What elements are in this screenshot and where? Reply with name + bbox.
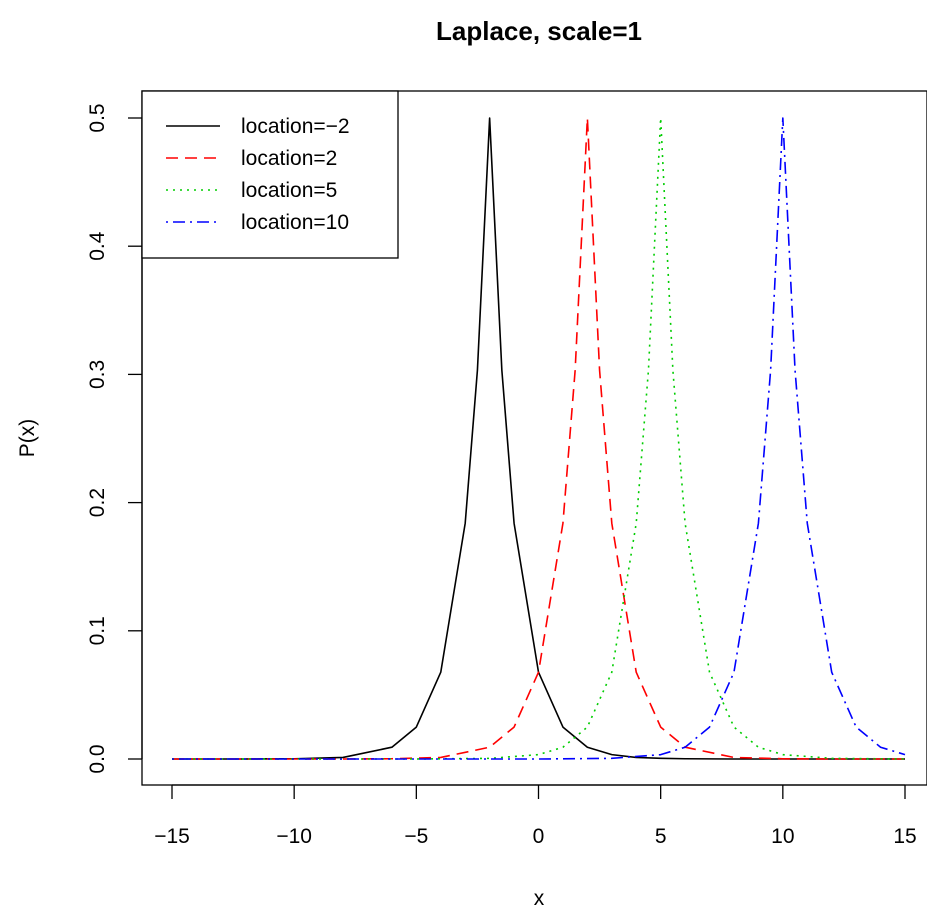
series-line-3: [172, 117, 906, 760]
y-tick-label: 0.4: [86, 231, 109, 261]
x-tick-label: −10: [276, 825, 312, 848]
x-tick-label: −5: [404, 825, 428, 848]
legend-label-2: location=5: [241, 179, 337, 202]
chart-title: Laplace, scale=1: [436, 16, 642, 46]
x-tick-label: 0: [533, 825, 545, 848]
x-tick-label: 10: [771, 825, 794, 848]
x-tick-label: 5: [655, 825, 667, 848]
x-tick-label: 15: [893, 825, 916, 848]
y-axis: 0.0 0.1 0.2 0.3 0.4 0.5: [86, 103, 143, 774]
series-layer: [172, 117, 906, 760]
series-line-0: [172, 117, 905, 760]
y-tick-label: 0.2: [86, 488, 109, 517]
y-axis-label: P(x): [16, 419, 39, 458]
legend-box: [141, 90, 399, 259]
y-tick-label: 0.3: [86, 360, 109, 389]
legend-label-3: location=10: [241, 211, 349, 234]
x-tick-label: −15: [154, 825, 190, 848]
legend-label-0: location=−2: [241, 115, 350, 138]
legend-label-1: location=2: [241, 147, 337, 170]
x-axis-label: x: [534, 887, 545, 910]
y-tick-label: 0.5: [86, 103, 109, 132]
y-tick-label: 0.1: [86, 616, 109, 645]
legend: location=−2 location=2 location=5 location=…: [141, 90, 399, 259]
x-axis: −15 −10 −5 0 5 10 15: [154, 784, 917, 848]
y-tick-label: 0.0: [86, 744, 109, 773]
